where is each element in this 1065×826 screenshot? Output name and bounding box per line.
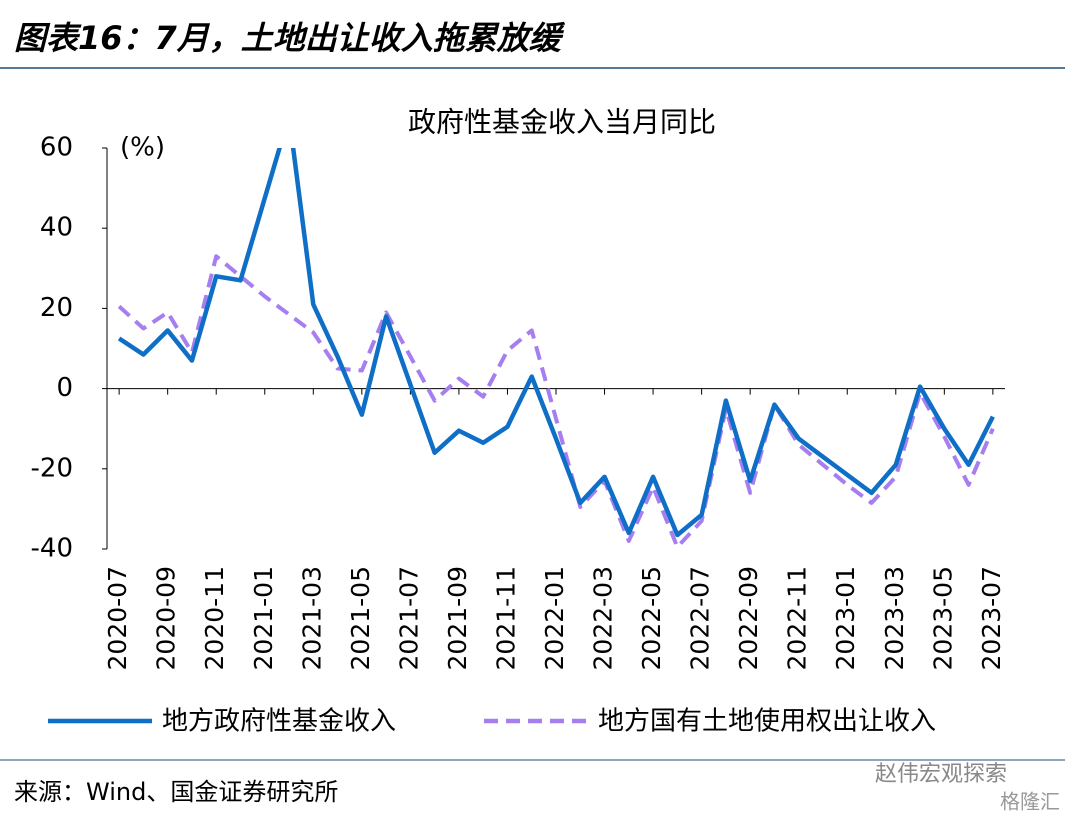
y-tick-label: 0 <box>56 373 73 403</box>
y-tick-label: 60 <box>40 133 73 163</box>
watermark: 赵伟宏观探索 <box>875 762 1007 787</box>
x-tick-label: 2021-03 <box>297 566 326 670</box>
x-tick-label: 2023-07 <box>977 566 1006 670</box>
x-tick-label: 2021-01 <box>249 566 278 670</box>
y-tick-label: 20 <box>40 293 73 323</box>
y-tick-label: -40 <box>31 534 73 564</box>
x-tick-label: 2022-09 <box>734 566 763 670</box>
chart-title: 政府性基金收入当月同比 <box>408 106 716 139</box>
x-tick-label: 2022-05 <box>637 566 666 670</box>
x-tick-label: 2023-03 <box>880 566 909 670</box>
x-tick-label: 2022-03 <box>589 566 618 670</box>
x-tick-label: 2020-07 <box>103 566 132 670</box>
y-tick-label: 40 <box>40 213 73 243</box>
x-tick-label: 2023-05 <box>928 566 957 670</box>
x-tick-label: 2020-09 <box>152 566 181 670</box>
x-tick-label: 2021-11 <box>491 566 520 670</box>
x-tick-label: 2021-07 <box>394 566 423 670</box>
series-line <box>117 148 995 538</box>
x-tick-label: 2020-11 <box>200 566 229 670</box>
series-line <box>117 254 995 549</box>
y-unit: (%) <box>120 133 165 163</box>
x-tick-label: 2021-05 <box>346 566 375 670</box>
x-tick-label: 2022-01 <box>540 566 569 670</box>
legend-label: 地方国有土地使用权出让收入 <box>598 707 936 737</box>
x-tick-label: 2023-01 <box>831 566 860 670</box>
x-tick-label: 2021-09 <box>443 566 472 670</box>
watermark: 格隆汇 <box>1000 790 1060 814</box>
x-tick-label: 2022-07 <box>686 566 715 670</box>
x-tick-label: 2022-11 <box>783 566 812 670</box>
legend-label: 地方政府性基金收入 <box>162 707 396 737</box>
source: 来源：Wind、国金证券研究所 <box>14 778 338 806</box>
plot: -40 -20 0 20 40 60 2020-07 2020-09 2020-11 2021-0… <box>31 133 1006 737</box>
figure-title: 图表16：7月，土地出让收入拖累放缓 <box>14 19 566 57</box>
y-tick-label: -20 <box>31 453 73 483</box>
